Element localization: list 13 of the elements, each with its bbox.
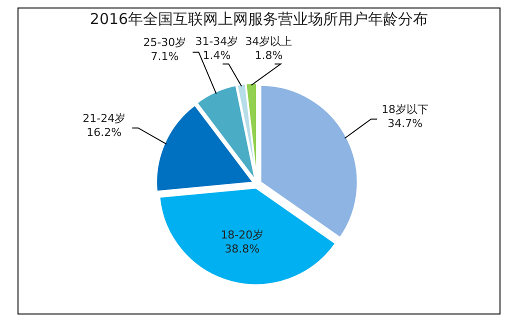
- chart-title: 2016年全国互联网上网服务营业场所用户年龄分布: [90, 10, 428, 28]
- slice-label: 18-20岁: [220, 228, 264, 242]
- slice-label: 31-34岁: [195, 35, 238, 48]
- slice-label: 18岁以下: [382, 103, 429, 116]
- data-label: 34.7%: [388, 117, 423, 130]
- data-label: 38.8%: [224, 242, 260, 256]
- data-label: 7.1%: [150, 50, 179, 64]
- data-label: 1.4%: [202, 49, 231, 62]
- slice-label: 34岁以上: [245, 35, 292, 48]
- data-label: 1.8%: [254, 49, 283, 62]
- slice-label: 25-30岁: [143, 36, 186, 50]
- data-label: 16.2%: [86, 126, 122, 139]
- slice-label: 21-24岁: [82, 112, 126, 125]
